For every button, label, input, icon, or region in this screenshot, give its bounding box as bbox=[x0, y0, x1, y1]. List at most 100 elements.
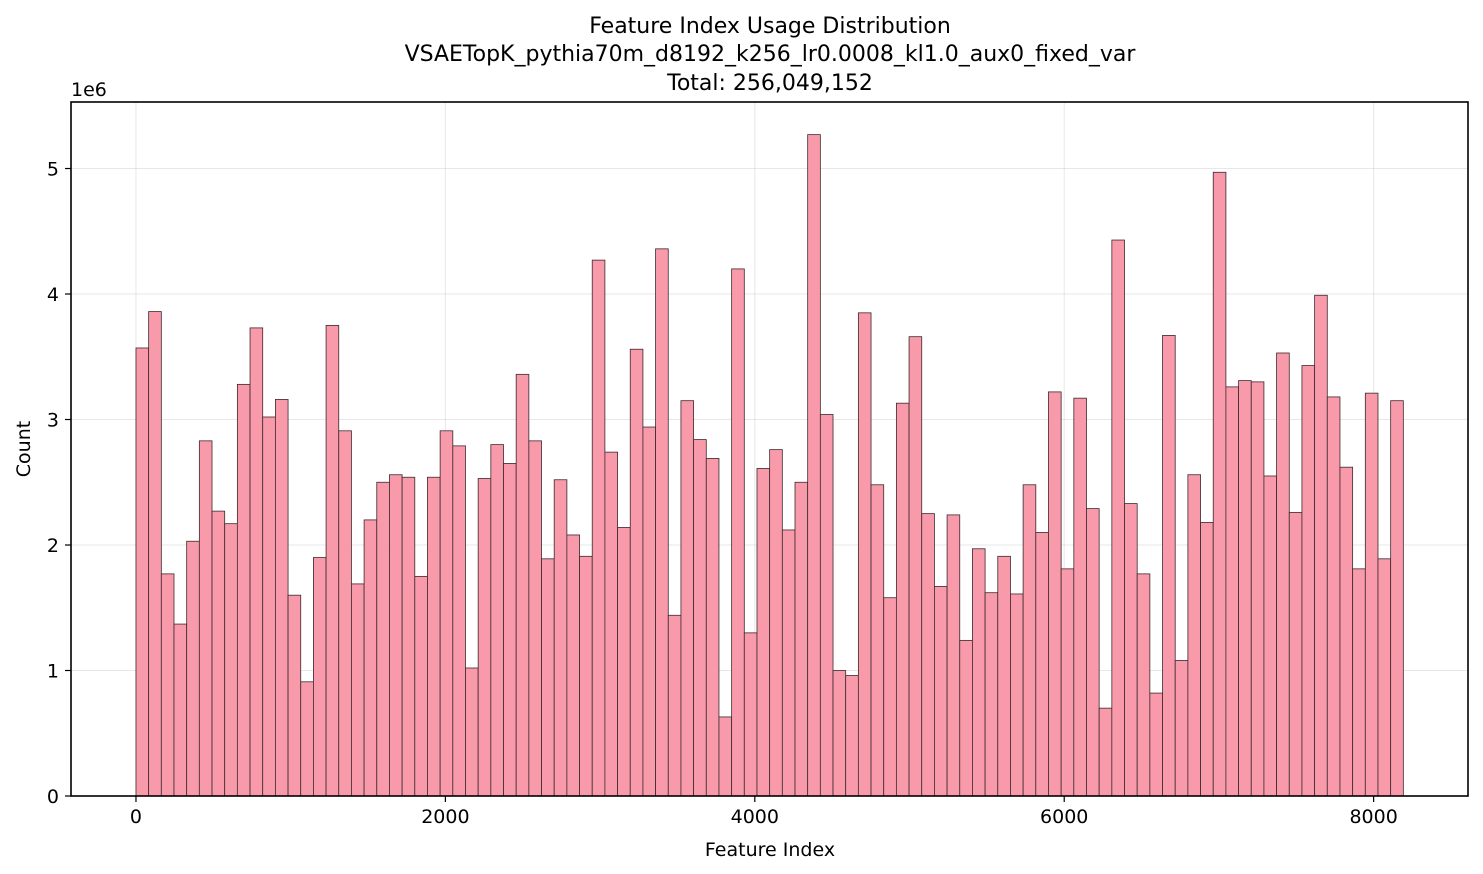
histogram-bar bbox=[984, 592, 999, 797]
histogram-bar bbox=[198, 440, 213, 797]
histogram-bar bbox=[1149, 692, 1163, 797]
histogram-bar bbox=[667, 614, 682, 797]
y-offset-label: 1e6 bbox=[71, 79, 107, 101]
histogram-bar bbox=[1022, 484, 1037, 797]
histogram-bar bbox=[427, 476, 441, 797]
histogram-bar bbox=[1010, 593, 1024, 797]
histogram-bar bbox=[1352, 568, 1366, 797]
y-tick-label: 0 bbox=[47, 786, 59, 808]
x-tick-label: 0 bbox=[130, 806, 142, 828]
histogram-bar bbox=[705, 458, 720, 797]
histogram-bar bbox=[135, 347, 150, 797]
histogram-bar bbox=[389, 474, 403, 797]
histogram-bar bbox=[1263, 475, 1277, 797]
y-tick-label: 3 bbox=[47, 410, 59, 432]
histogram-bar bbox=[376, 481, 390, 797]
y-axis-ticks: 0 1 2 3 4 5 bbox=[47, 159, 71, 808]
histogram-bar bbox=[414, 575, 428, 797]
histogram-bar bbox=[1174, 660, 1189, 797]
histogram-bar bbox=[807, 134, 821, 797]
histogram-bar bbox=[895, 402, 910, 797]
histogram-bar bbox=[959, 639, 973, 797]
histogram-bar bbox=[655, 248, 669, 797]
histogram-bar bbox=[1339, 466, 1354, 797]
histogram-bar bbox=[857, 312, 872, 797]
histogram-bar bbox=[769, 449, 783, 797]
histogram-bar bbox=[274, 399, 289, 797]
histogram-bar bbox=[1250, 381, 1265, 797]
histogram-bars bbox=[135, 134, 1404, 797]
histogram-bar bbox=[503, 463, 517, 797]
histogram-bar bbox=[629, 348, 644, 797]
x-tick-label: 6000 bbox=[1040, 806, 1088, 828]
histogram-bar bbox=[1390, 400, 1404, 797]
histogram-bar bbox=[781, 529, 796, 797]
histogram-bar bbox=[1364, 392, 1379, 797]
histogram-bar bbox=[794, 481, 809, 797]
histogram-bar bbox=[1238, 380, 1252, 797]
chart-title-line-2: VSAETopK_pythia70m_d8192_k256_lr0.0008_k… bbox=[405, 42, 1137, 67]
histogram-bar bbox=[756, 468, 771, 797]
histogram-bar bbox=[186, 540, 200, 797]
histogram-bar bbox=[1124, 503, 1138, 797]
histogram-bar bbox=[160, 573, 175, 797]
y-tick-label: 5 bbox=[47, 159, 59, 181]
histogram-bar bbox=[541, 558, 555, 797]
y-tick-label: 1 bbox=[47, 661, 59, 683]
histogram-bar bbox=[1073, 397, 1087, 797]
y-axis-label: Count bbox=[13, 421, 35, 477]
x-axis-label: Feature Index bbox=[705, 839, 835, 861]
histogram-bar bbox=[1288, 511, 1303, 797]
histogram-bar bbox=[211, 510, 226, 797]
histogram-bar bbox=[1326, 396, 1341, 797]
histogram-bar bbox=[490, 444, 504, 797]
histogram-bar bbox=[566, 534, 580, 797]
histogram-bar bbox=[1048, 391, 1062, 797]
histogram-bar bbox=[934, 586, 948, 797]
histogram-bar bbox=[1035, 532, 1049, 797]
histogram-bar bbox=[313, 557, 327, 797]
histogram-bar bbox=[553, 479, 568, 797]
histogram-bar bbox=[642, 426, 656, 797]
histogram-bar bbox=[579, 555, 593, 797]
histogram-bar bbox=[262, 416, 276, 797]
histogram-bar bbox=[1162, 335, 1176, 797]
histogram-bar bbox=[1276, 352, 1290, 797]
x-tick-label: 2000 bbox=[421, 806, 469, 828]
plot-frame bbox=[70, 101, 1469, 797]
histogram-bar bbox=[1212, 171, 1227, 797]
histogram-bar bbox=[1377, 558, 1392, 797]
histogram-bar bbox=[832, 670, 847, 797]
histogram-bar bbox=[1187, 474, 1201, 797]
histogram-bar bbox=[946, 514, 961, 797]
histogram-bar bbox=[743, 632, 758, 797]
histogram-bar bbox=[845, 675, 859, 797]
histogram-bar bbox=[173, 623, 188, 797]
histogram-bar bbox=[731, 268, 745, 797]
histogram-bar bbox=[439, 430, 454, 797]
histogram-bar bbox=[528, 440, 542, 797]
histogram-bar bbox=[1060, 568, 1075, 797]
histogram-bar bbox=[287, 594, 302, 797]
histogram-bar bbox=[363, 519, 378, 797]
histogram-bar bbox=[1086, 508, 1100, 797]
histogram-bar bbox=[300, 681, 314, 797]
chart-title-line-3: Total: 256,049,152 bbox=[666, 71, 873, 96]
histogram-bar bbox=[1111, 239, 1125, 797]
histogram-bar bbox=[1225, 386, 1239, 797]
histogram-bar bbox=[972, 548, 986, 797]
histogram-bar bbox=[591, 259, 606, 797]
histogram-bar bbox=[997, 555, 1011, 797]
y-tick-label: 2 bbox=[47, 535, 59, 557]
histogram-bar bbox=[921, 513, 935, 797]
y-tick-label: 4 bbox=[47, 284, 59, 306]
histogram-bar bbox=[148, 311, 162, 797]
histogram-bar bbox=[351, 583, 365, 797]
histogram-bar bbox=[477, 478, 492, 797]
histogram-bar bbox=[1314, 294, 1328, 797]
histogram-bar bbox=[718, 716, 733, 797]
x-axis-ticks: 0 2000 4000 6000 8000 bbox=[130, 796, 1398, 828]
histogram-bar bbox=[908, 336, 923, 797]
histogram-bar bbox=[224, 523, 238, 797]
